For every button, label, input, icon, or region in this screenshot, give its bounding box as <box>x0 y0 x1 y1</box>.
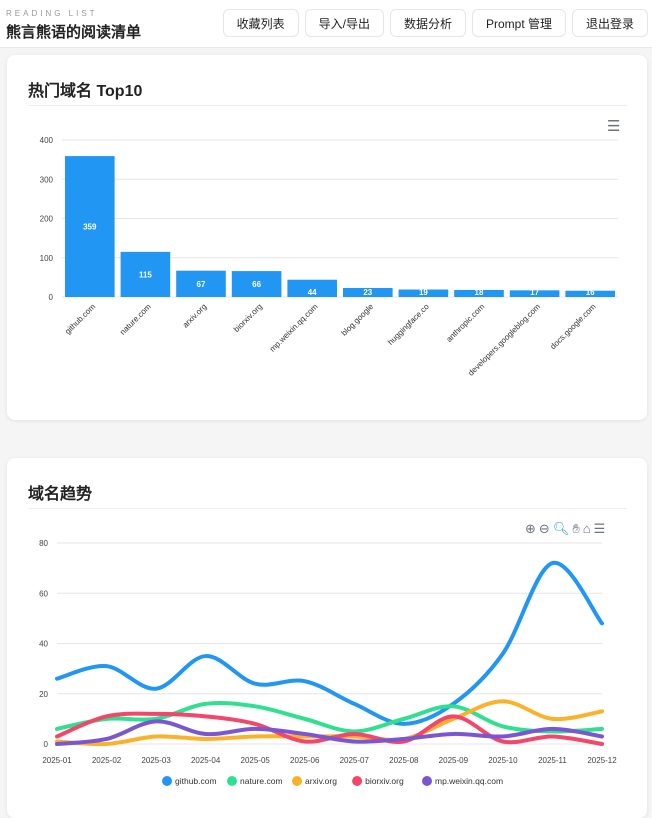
legend-label: biorxiv.org <box>365 776 404 786</box>
y-tick-label: 200 <box>40 215 54 224</box>
x-tick-label: 2025-06 <box>290 756 320 765</box>
legend-label: mp.weixin.qq.com <box>435 776 503 786</box>
prompt-manage-button[interactable]: Prompt 管理 <box>471 9 566 37</box>
bar <box>65 156 115 297</box>
data-label: 16 <box>586 288 595 297</box>
x-tick-label: arxiv.org <box>181 302 209 330</box>
x-tick-label: 2025-05 <box>241 756 271 765</box>
x-tick-label: blog.google <box>340 302 376 338</box>
y-tick-label: 40 <box>39 640 48 649</box>
bar <box>287 279 337 297</box>
x-tick-label: github.com <box>63 302 97 336</box>
bar <box>120 251 171 297</box>
data-label: 17 <box>530 288 539 297</box>
top-nav: 收藏列表 导入/导出 数据分析 Prompt 管理 退出登录 <box>222 9 648 37</box>
zoom-in-icon[interactable]: ⊕ <box>525 521 536 536</box>
bar <box>509 290 560 297</box>
series-line <box>55 719 604 746</box>
bar <box>398 289 449 297</box>
data-label: 67 <box>197 280 206 289</box>
y-tick-label: 100 <box>40 254 54 263</box>
x-tick-label: 2025-11 <box>538 756 567 765</box>
legend-marker <box>352 776 363 786</box>
bar <box>454 289 504 297</box>
y-tick-label: 60 <box>39 589 48 598</box>
data-label: 66 <box>252 280 261 289</box>
favorites-button[interactable]: 收藏列表 <box>222 9 299 37</box>
y-tick-label: 400 <box>40 136 54 145</box>
x-tick-label: docs.google.com <box>548 302 597 351</box>
hamburger-menu-icon[interactable]: ☰ <box>593 521 606 536</box>
legend-label: arxiv.org <box>305 776 337 786</box>
legend-marker <box>292 776 302 786</box>
data-label: 19 <box>419 288 428 297</box>
zoom-out-icon[interactable]: ⊖ <box>538 521 550 536</box>
legend-label: nature.com <box>240 776 283 786</box>
data-label: 115 <box>139 270 152 279</box>
data-label: 359 <box>83 223 97 232</box>
import-export-button[interactable]: 导入/导出 <box>304 9 384 37</box>
logout-button[interactable]: 退出登录 <box>571 9 648 37</box>
x-tick-label: 2025-01 <box>42 756 72 765</box>
x-tick-label: 2025-04 <box>191 756 221 765</box>
legend-marker <box>422 776 432 786</box>
selection-zoom-icon[interactable]: 🔍︎ <box>552 521 570 536</box>
series-line <box>55 700 604 734</box>
legend-marker <box>227 776 237 786</box>
divider <box>28 508 627 509</box>
x-tick-label: anthropic.com <box>445 302 487 344</box>
brand-subtitle: READING LIST <box>6 9 98 18</box>
bar-chart: 0 100 200 300 400 359 github.com 115 nature.com 6… <box>40 136 618 378</box>
legend-label: github.com <box>175 776 217 786</box>
x-tick-label: 2025-08 <box>389 756 419 765</box>
x-tick-label: 2025-10 <box>488 756 518 765</box>
data-label: 23 <box>363 288 372 297</box>
app-header: READING LIST 熊言熊语的阅读清单 收藏列表 导入/导出 数据分析 P… <box>0 0 652 48</box>
y-tick-label: 0 <box>44 740 49 749</box>
bar <box>343 287 393 297</box>
app-title: 熊言熊语的阅读清单 <box>6 24 142 41</box>
x-tick-label: mp.weixin.qq.com <box>268 302 320 354</box>
top-domains-card: 热门域名 Top10 ☰ 0 100 200 300 400 359 github.com 1… <box>7 55 647 420</box>
data-label: 18 <box>475 288 484 297</box>
analytics-button[interactable]: 数据分析 <box>389 9 466 37</box>
bar <box>231 271 282 297</box>
x-tick-label: biorxiv.org <box>232 302 264 334</box>
x-tick-label: 2025-07 <box>340 756 370 765</box>
x-tick-label: 2025-02 <box>92 756 122 765</box>
y-tick-label: 0 <box>49 293 54 302</box>
hamburger-menu-icon[interactable]: ☰ <box>607 118 621 135</box>
series-line <box>55 561 604 726</box>
data-label: 44 <box>308 288 317 297</box>
line-chart: 0 20 40 60 80 2025-01 2025-02 2025-03 2025-04 202… <box>39 539 617 786</box>
domain-trend-card: 域名趋势 ⊕ ⊖ 🔍︎ ✋︎ ⌂ ☰ 0 20 40 60 80 2025-01 2025-… <box>7 458 647 818</box>
x-tick-label: 2025-12 <box>587 756 617 765</box>
legend-marker <box>162 776 172 786</box>
home-reset-icon[interactable]: ⌂ <box>582 521 591 536</box>
x-tick-label: nature.com <box>118 302 153 337</box>
x-tick-label: 2025-03 <box>141 756 171 765</box>
y-tick-label: 80 <box>39 539 48 548</box>
bar <box>565 290 615 297</box>
x-tick-label: 2025-09 <box>439 756 469 765</box>
pan-icon[interactable]: ✋︎ <box>572 521 580 536</box>
card-title: 域名趋势 <box>28 486 93 503</box>
card-title: 热门域名 Top10 <box>28 83 143 100</box>
bar <box>176 270 226 297</box>
y-tick-label: 300 <box>40 175 54 184</box>
divider <box>28 105 627 106</box>
y-tick-label: 20 <box>39 690 48 699</box>
x-tick-label: huggingface.co <box>386 302 431 347</box>
